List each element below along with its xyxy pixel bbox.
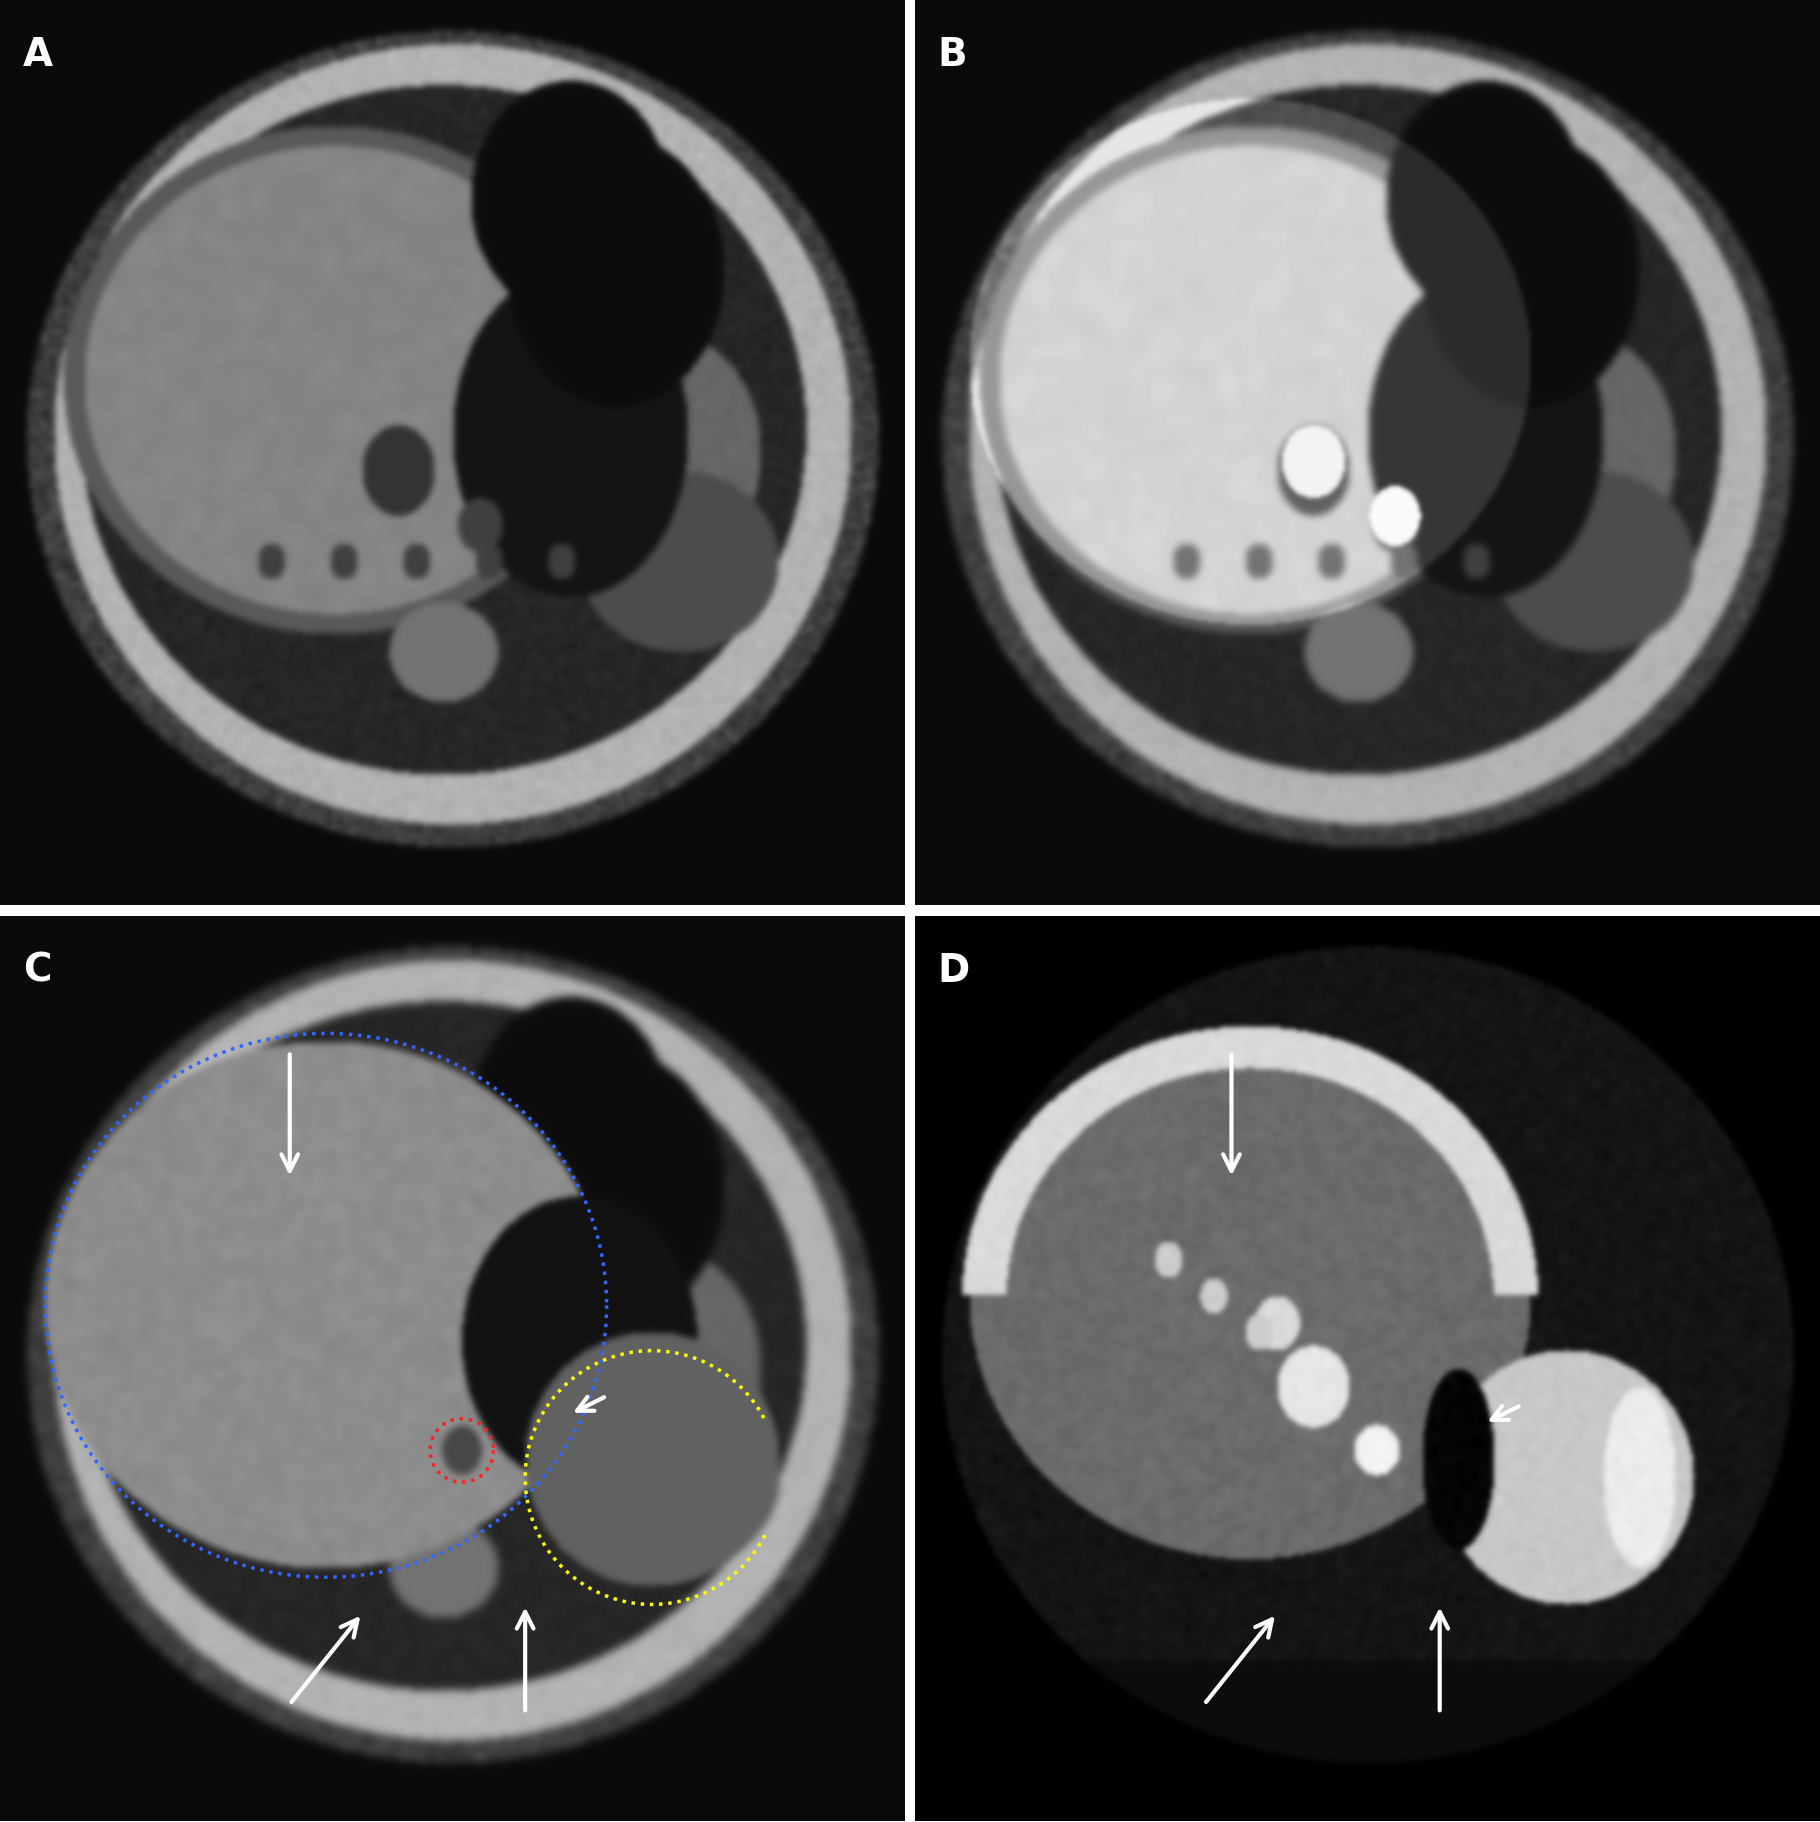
Text: A: A [22, 36, 53, 75]
Text: D: D [937, 951, 970, 989]
Text: B: B [937, 36, 966, 75]
Text: C: C [22, 951, 51, 989]
